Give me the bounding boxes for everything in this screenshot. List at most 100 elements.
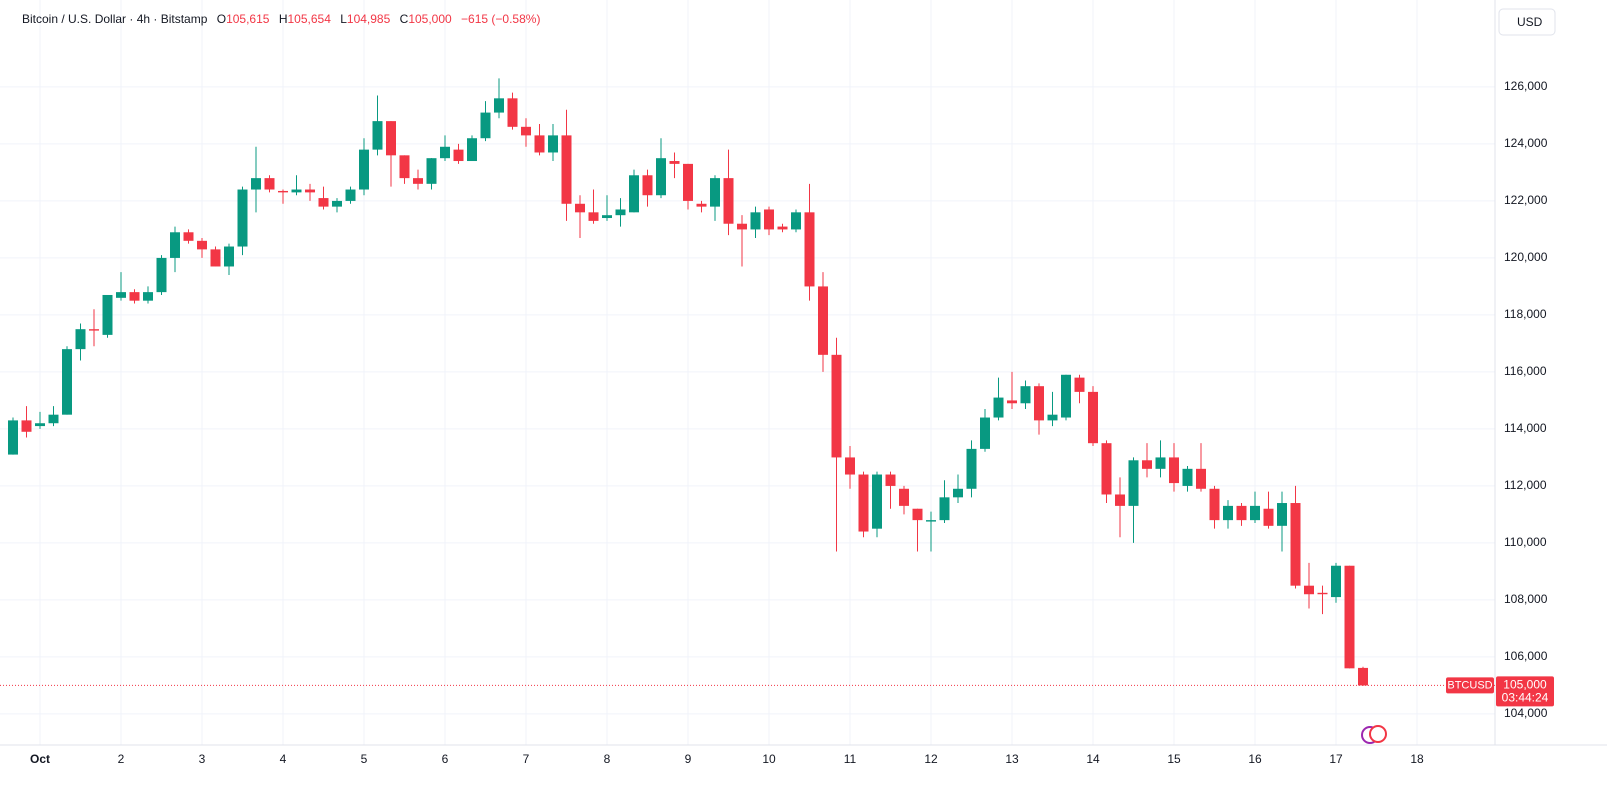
candle-body (1074, 377, 1085, 392)
currency-label[interactable]: USD (1517, 15, 1543, 29)
candle-body (251, 178, 261, 190)
candle-body (912, 508, 923, 521)
candle-body (102, 294, 113, 335)
x-tick-label: 10 (762, 752, 776, 766)
candle-body (1236, 505, 1247, 521)
candle-body (615, 209, 626, 216)
legend-header: Bitcoin / U.S. Dollar · 4h · Bitstamp O 1… (22, 12, 540, 26)
candle-body (467, 138, 477, 162)
x-tick-label: 9 (685, 752, 692, 766)
candle-body (372, 121, 383, 150)
x-tick-label: Oct (30, 752, 50, 766)
candle-body (818, 286, 828, 355)
candle-body (75, 329, 86, 350)
candle-body (1128, 460, 1139, 506)
candle-body (710, 178, 720, 207)
price-tag: 105,000 (1503, 678, 1547, 692)
candle-body (534, 135, 545, 153)
candle-body (993, 397, 1004, 418)
y-tick-label: 120,000 (1504, 250, 1548, 264)
candle-body (264, 178, 275, 190)
candle-body (1155, 457, 1166, 469)
candle-body (966, 448, 977, 489)
candle-body (683, 163, 693, 201)
candle-body (399, 155, 410, 179)
ohlc-key: H (279, 12, 288, 26)
candles (8, 78, 1368, 686)
x-tick-label: 13 (1005, 752, 1019, 766)
candle-body (453, 149, 464, 162)
candle-body (656, 158, 666, 196)
change-label: −615 (−0.58%) (461, 12, 540, 26)
x-tick-label: 5 (361, 752, 368, 766)
candle-body (345, 189, 356, 201)
candle-body (926, 520, 936, 522)
candle-body (1223, 505, 1233, 521)
candle-body (1196, 468, 1206, 489)
candle-body (480, 112, 491, 139)
candle-body (750, 212, 761, 230)
y-tick-label: 116,000 (1504, 364, 1547, 378)
candle-body (575, 203, 585, 213)
candle-body (440, 146, 450, 159)
candle-body (183, 232, 194, 241)
y-tick-label: 106,000 (1504, 649, 1548, 663)
candle-body (1304, 585, 1314, 595)
candle-body (35, 423, 45, 427)
y-tick-label: 126,000 (1504, 79, 1548, 93)
candle-body (1290, 503, 1301, 586)
candle-body (143, 292, 153, 301)
x-tick-label: 17 (1329, 752, 1343, 766)
symbol-tag-bg (1446, 677, 1494, 694)
candle-body (1209, 488, 1220, 521)
x-tick-label: 4 (280, 752, 287, 766)
x-tick-label: 7 (523, 752, 530, 766)
candle-body (602, 215, 612, 219)
candle-body (642, 175, 653, 196)
candle-body (21, 420, 32, 432)
x-tick-label: 11 (844, 752, 857, 766)
ohlc-value: 104,985 (347, 12, 391, 26)
ohlc-key: O (217, 12, 226, 26)
candle-body (629, 175, 639, 213)
candle-body (764, 209, 774, 230)
ohlc-key: C (400, 12, 409, 26)
currency-button[interactable] (1498, 8, 1556, 36)
candle-body (777, 226, 788, 230)
ohlc-value: 105,654 (287, 12, 331, 26)
candle-body (1101, 443, 1112, 495)
candle-body (669, 161, 680, 164)
icon-flag (1369, 725, 1387, 743)
candle-body (1034, 386, 1044, 421)
candle-body (1331, 565, 1341, 598)
candle-body (1142, 460, 1152, 469)
candle-body (872, 474, 882, 529)
x-tick-label: 6 (442, 752, 449, 766)
candle-body (170, 232, 180, 258)
candle-body (1277, 503, 1287, 526)
x-tick-label: 8 (604, 752, 611, 766)
candle-body (1088, 391, 1098, 444)
symbol-title: Bitcoin / U.S. Dollar · 4h · Bitstamp (22, 12, 208, 26)
y-tick-label: 112,000 (1504, 478, 1547, 492)
x-tick-label: 15 (1167, 752, 1181, 766)
candle-body (804, 212, 815, 287)
y-tick-label: 108,000 (1504, 592, 1548, 606)
y-tick-label: 124,000 (1504, 136, 1548, 150)
candle-body (521, 126, 531, 136)
candle-body (291, 189, 302, 193)
session-icon (1361, 725, 1387, 744)
price-tag-bg (1496, 676, 1554, 707)
candle-body (359, 149, 369, 190)
candle-body (1263, 508, 1274, 526)
candle-body (1047, 414, 1058, 421)
candle-body (278, 190, 288, 193)
y-tick-label: 122,000 (1504, 193, 1548, 207)
x-tick-label: 16 (1248, 752, 1262, 766)
candle-body (1317, 592, 1328, 595)
candle-body (1115, 494, 1125, 506)
candle-body (696, 203, 707, 207)
candle-body (737, 223, 747, 230)
